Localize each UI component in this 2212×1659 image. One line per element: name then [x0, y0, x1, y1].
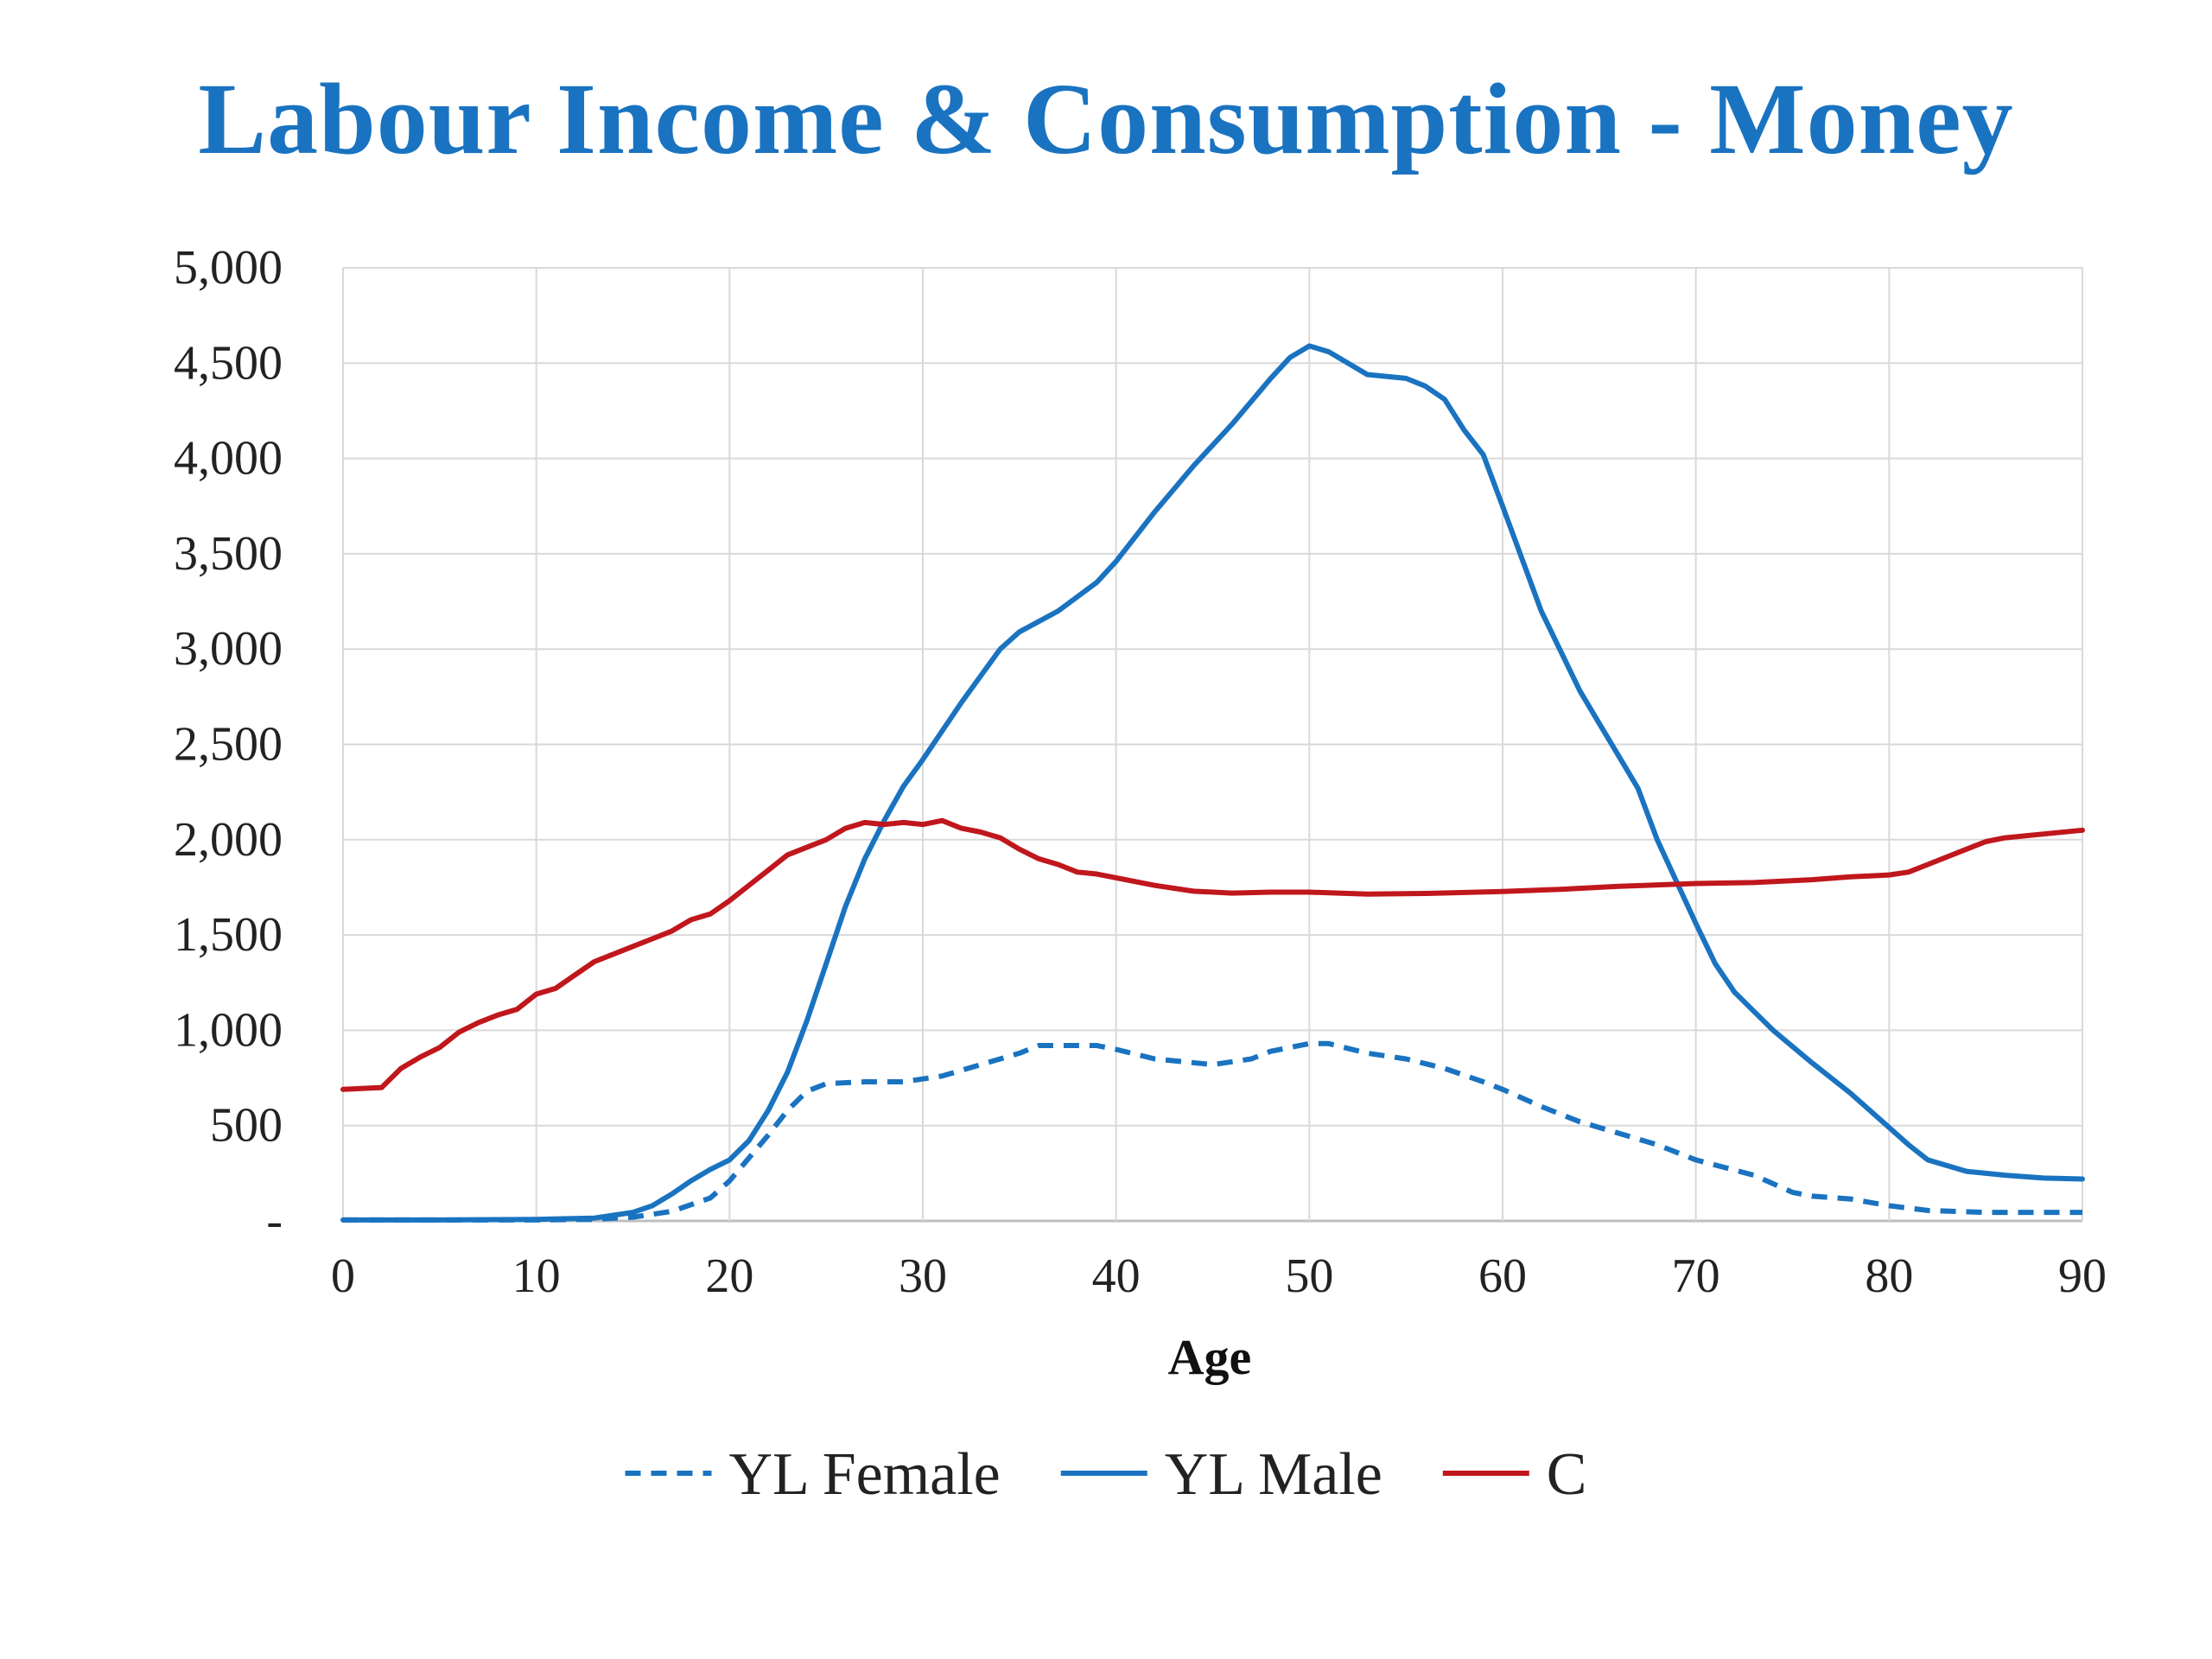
- y-tick-label: 2,000: [174, 813, 283, 867]
- x-tick-label: 0: [331, 1249, 355, 1303]
- x-tick-label: 50: [1285, 1249, 1333, 1303]
- grid-lines: [342, 267, 2083, 1223]
- x-tick-label: 90: [2058, 1249, 2107, 1303]
- x-tick-label: 80: [1865, 1249, 1913, 1303]
- y-tick-label: 3,000: [174, 622, 283, 676]
- y-tick-label: 4,000: [174, 432, 283, 486]
- y-tick-label: 4,500: [174, 336, 283, 390]
- y-tick-label: -: [266, 1194, 283, 1248]
- y-axis-ticks: - 500 1,000 1,500 2,000 2,500 3,000 3,500 4,000 4…: [174, 241, 283, 1248]
- series-line-c: [340, 817, 2085, 1092]
- legend-label: YL Male: [1165, 1441, 1382, 1508]
- series-lines: [340, 343, 2085, 1223]
- x-axis-ticks: 0 10 20 30 40 50 60 70 80 90: [331, 1249, 2107, 1303]
- chart-title: Labour Income & Consumption - Money: [198, 62, 2014, 175]
- x-axis-title: Age: [1168, 1329, 1252, 1385]
- y-tick-label: 3,500: [174, 527, 283, 581]
- y-tick-label: 500: [210, 1099, 283, 1153]
- series-line-yl-male: [340, 343, 2085, 1223]
- series-line-yl-female: [343, 1040, 2082, 1223]
- x-tick-label: 20: [705, 1249, 753, 1303]
- x-tick-label: 10: [512, 1249, 561, 1303]
- legend-label: C: [1547, 1441, 1587, 1508]
- x-tick-label: 30: [899, 1249, 947, 1303]
- y-tick-label: 5,000: [174, 241, 283, 295]
- x-tick-label: 40: [1092, 1249, 1141, 1303]
- legend: YL Female YL Male C: [625, 1441, 1587, 1508]
- x-tick-label: 60: [1478, 1249, 1527, 1303]
- legend-label: YL Female: [729, 1441, 1001, 1508]
- x-tick-label: 70: [1672, 1249, 1720, 1303]
- y-tick-label: 1,000: [174, 1003, 283, 1057]
- y-tick-label: 1,500: [174, 908, 283, 962]
- y-tick-label: 2,500: [174, 718, 283, 772]
